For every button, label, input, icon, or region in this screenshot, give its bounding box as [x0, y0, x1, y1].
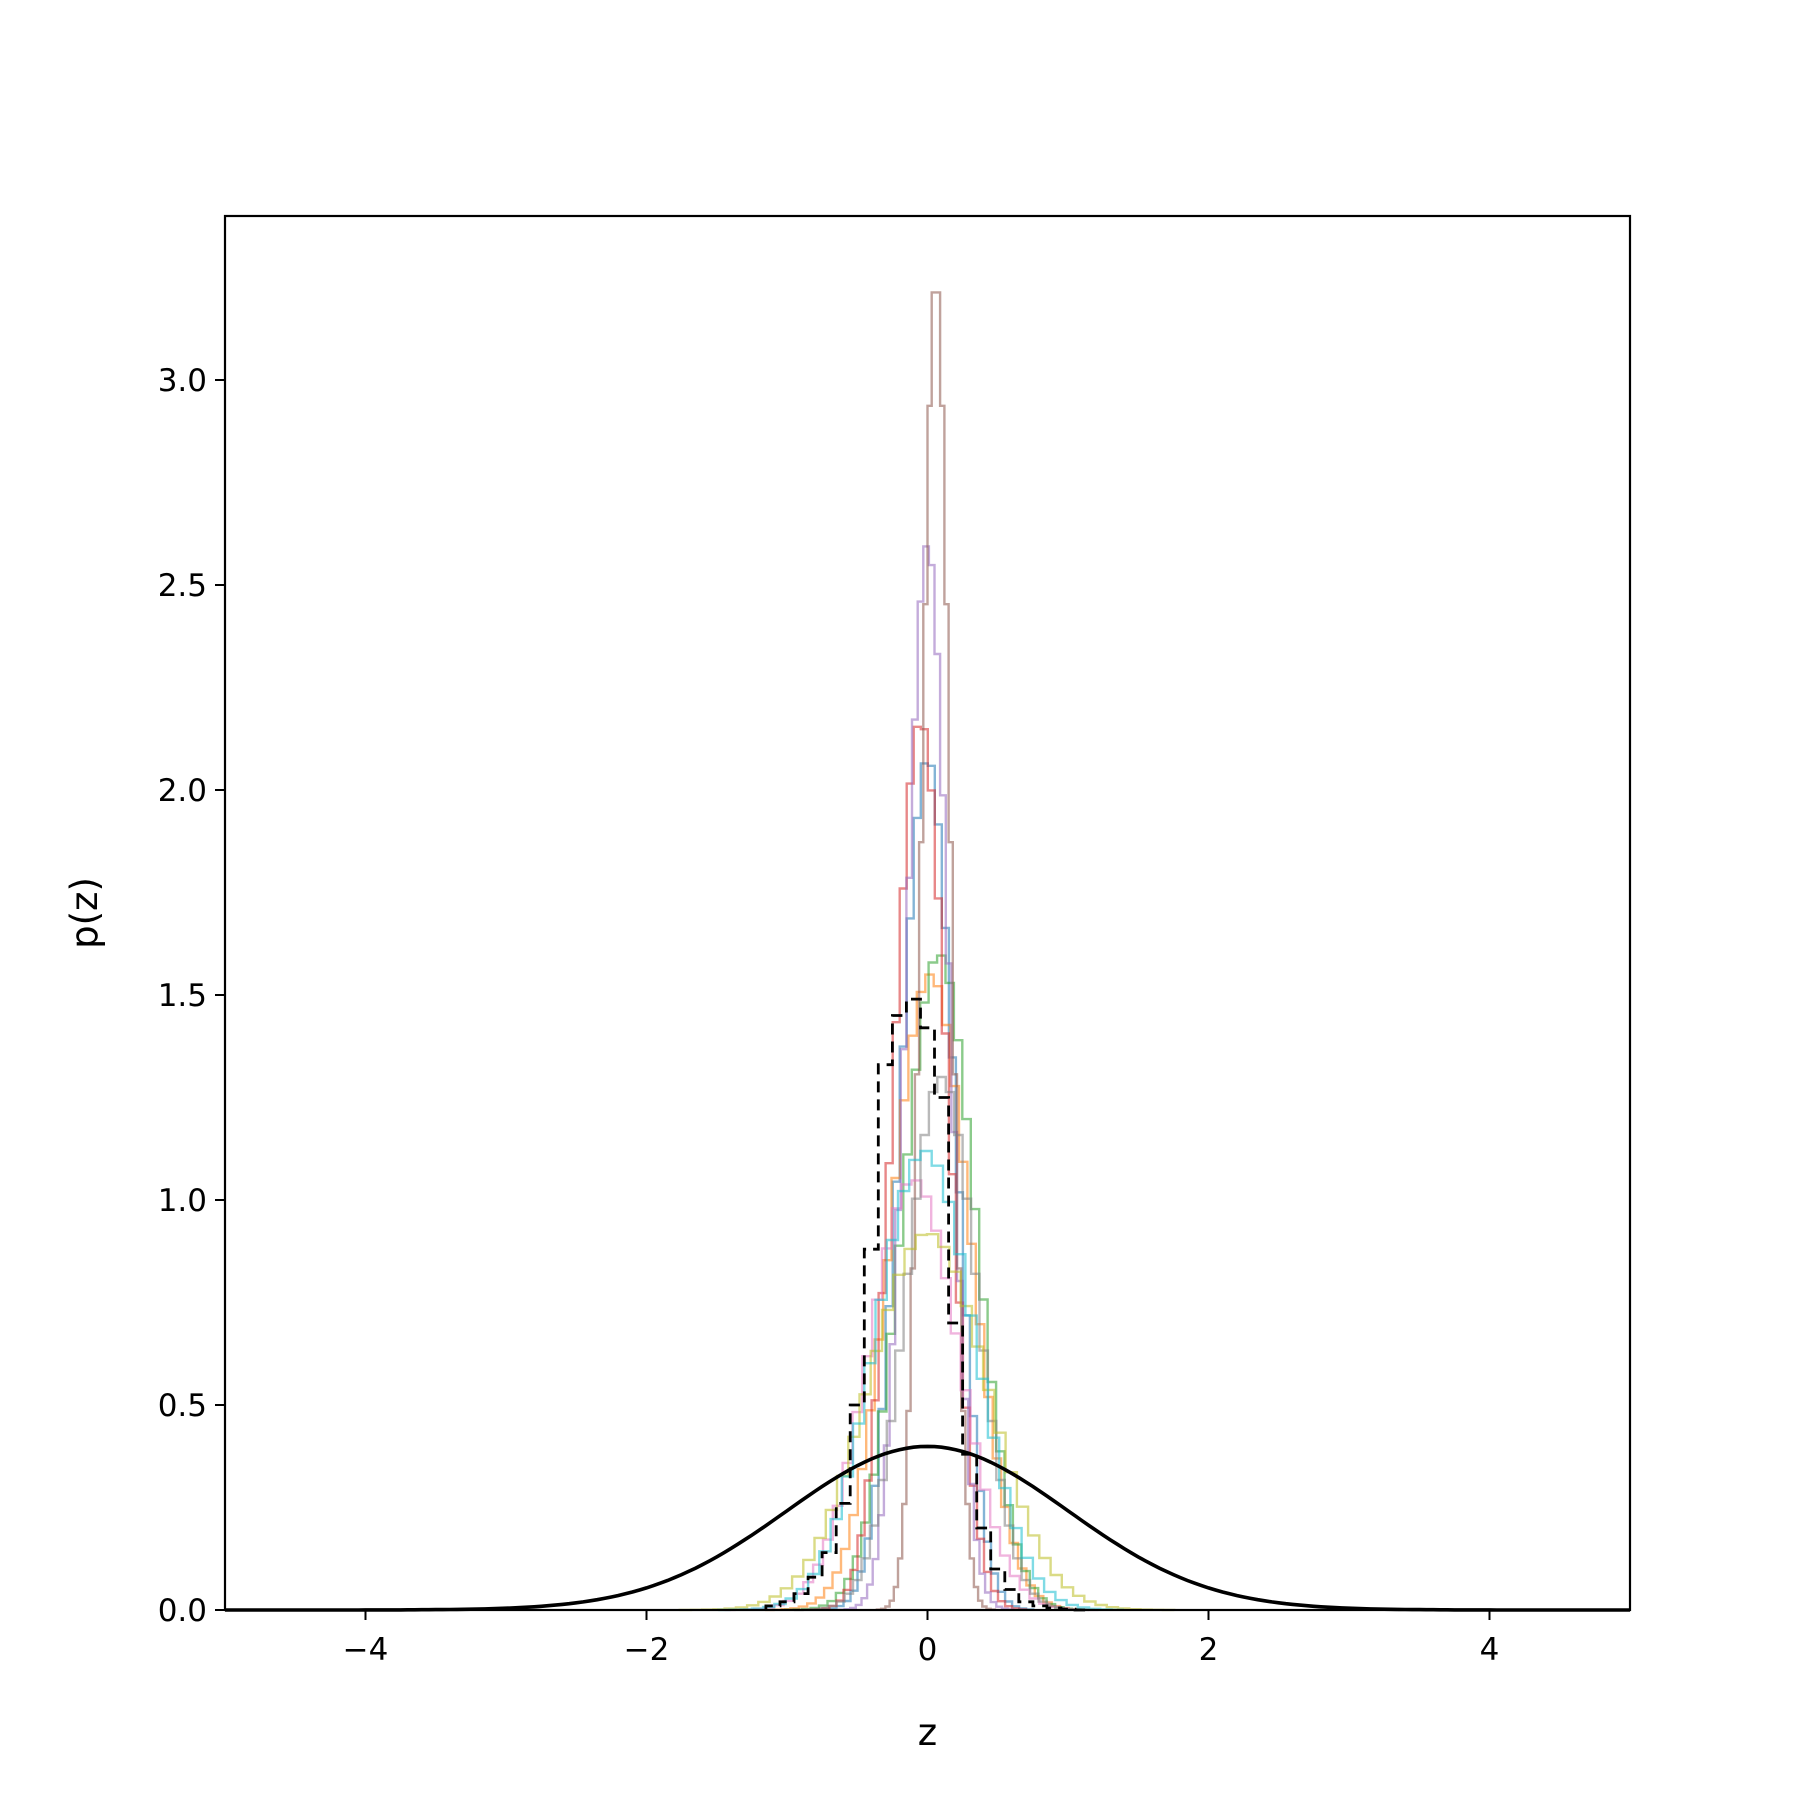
y-tick-label: 1.0	[158, 1183, 207, 1219]
y-axis-label: p(z)	[63, 877, 106, 949]
series-histogram	[875, 291, 997, 1611]
x-tick-label: 2	[1199, 1632, 1219, 1668]
y-tick-label: 2.5	[158, 568, 207, 604]
series-histogram	[792, 1075, 1091, 1612]
x-tick-label: 0	[918, 1632, 938, 1668]
series-histogram	[837, 545, 1015, 1611]
series-histogram	[784, 954, 1090, 1611]
y-tick-label: 0.0	[158, 1593, 207, 1629]
y-tick-label: 2.0	[158, 773, 207, 809]
reference-curve-layer	[225, 1444, 1630, 1612]
series-histogram	[678, 1233, 1176, 1612]
y-tick-label: 1.5	[158, 978, 207, 1014]
x-tick-label: −4	[343, 1632, 389, 1668]
mean-histogram-layer	[764, 997, 1090, 1612]
y-tick-label: 3.0	[158, 363, 207, 399]
series-histograms	[678, 291, 1176, 1612]
mean-histogram	[764, 997, 1090, 1612]
y-axis-ticks: 0.0 0.5 1.0 1.5 2.0 2.5 3.0	[158, 363, 225, 1629]
reference-normal-curve	[225, 1444, 1630, 1612]
x-tick-label: 4	[1480, 1632, 1500, 1668]
series-histogram	[717, 1149, 1124, 1612]
series-histogram	[763, 973, 1096, 1612]
x-axis-label: z	[918, 1711, 937, 1754]
x-axis-ticks: −4 −2 0 2 4	[343, 1610, 1500, 1668]
x-tick-label: −2	[624, 1632, 670, 1668]
y-tick-label: 0.5	[158, 1388, 207, 1424]
